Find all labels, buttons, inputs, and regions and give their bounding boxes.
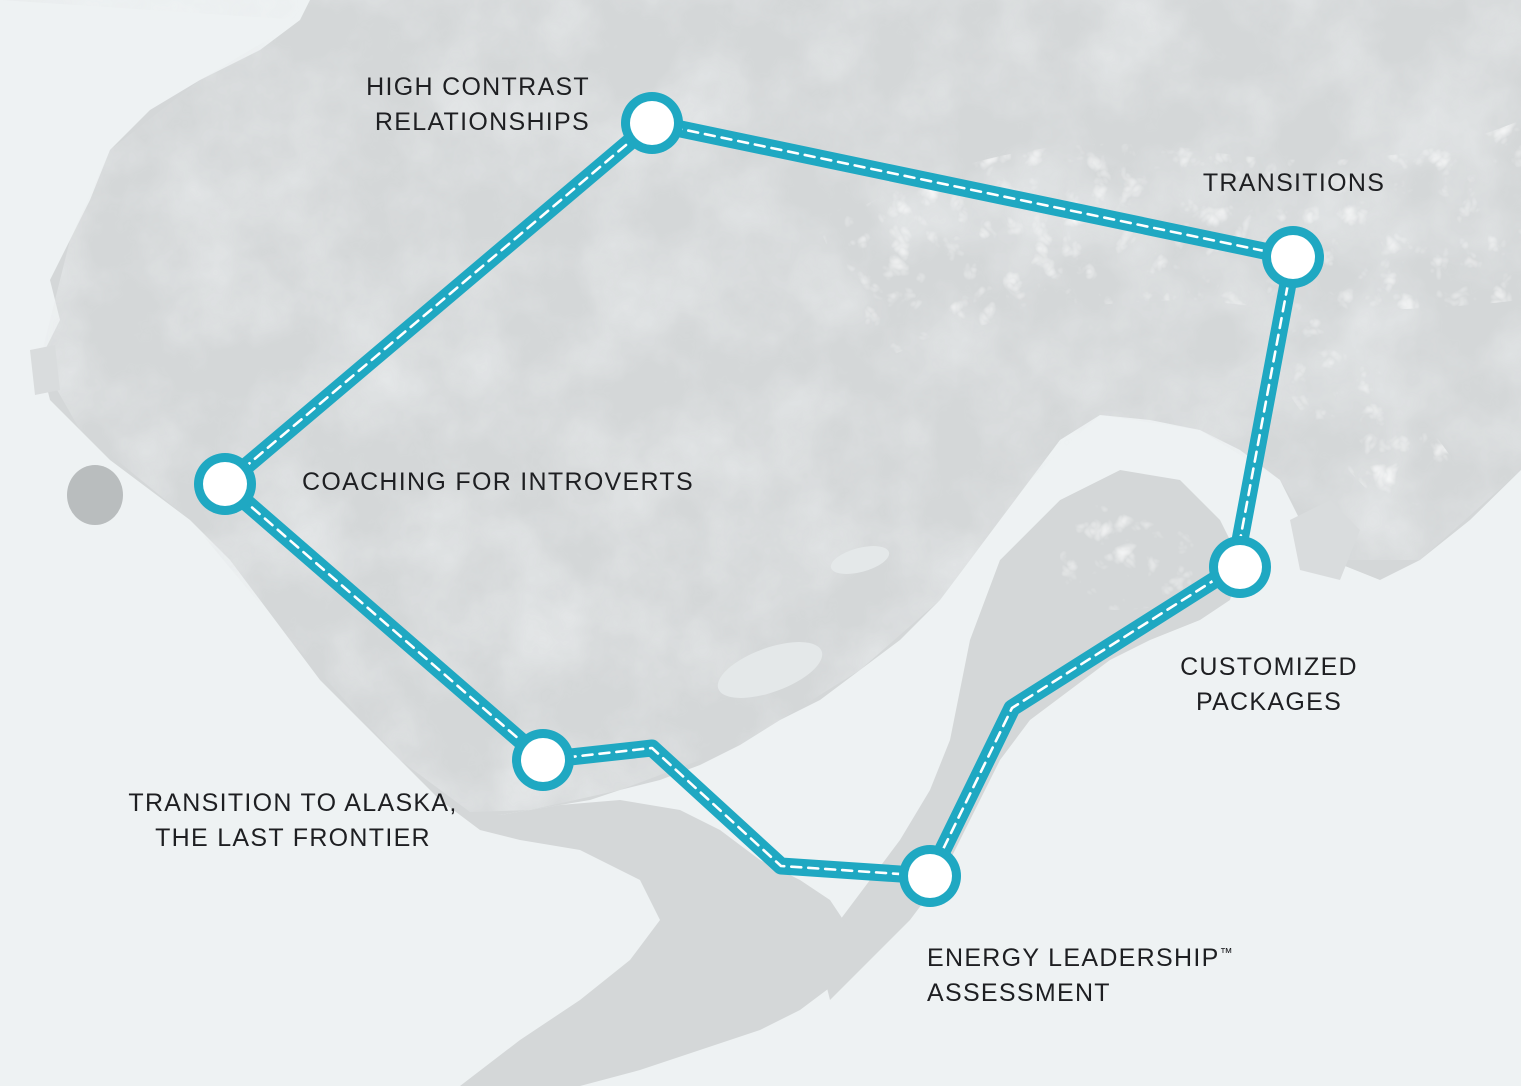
stop-label-line: ENERGY LEADERSHIP™ [927,935,1233,976]
inlet-water [1000,430,1150,560]
lake [67,465,123,525]
stop-label-line: CUSTOMIZED [1180,653,1358,681]
stop-label-line: THE LAST FRONTIER [155,824,431,852]
lake [717,642,823,698]
stop-marker-high-contrast[interactable] [621,92,683,154]
stop-markers [194,92,1324,907]
stop-marker-alaska[interactable] [512,729,574,791]
stop-label-customized[interactable]: CUSTOMIZED PACKAGES [1159,650,1379,720]
stop-marker-coaching[interactable] [194,453,256,515]
island [1290,500,1360,580]
stop-label-line: TRANSITION TO ALASKA, [128,789,458,817]
stop-label-line: RELATIONSHIPS [374,108,590,136]
stop-label-line: ASSESSMENT [927,979,1111,1007]
stop-marker-customized[interactable] [1209,536,1271,598]
stop-label-text: ENERGY LEADERSHIP [927,944,1220,972]
trademark-mark: ™ [1219,945,1233,960]
stop-label-line: COACHING FOR INTROVERTS [302,468,694,496]
route-line [216,114,1302,885]
alaska-peninsula [440,800,850,1086]
stop-label-energy[interactable]: ENERGY LEADERSHIP™ ASSESSMENT [927,935,1233,1011]
stop-label-coaching[interactable]: COACHING FOR INTROVERTS [302,465,694,500]
stop-label-alaska[interactable]: TRANSITION TO ALASKA, THE LAST FRONTIER [128,786,458,856]
stop-label-transitions[interactable]: TRANSITIONS [1190,166,1398,201]
stop-label-line: HIGH CONTRAST [366,73,590,101]
island [30,345,60,395]
lake [830,546,890,574]
stop-marker-transitions[interactable] [1262,226,1324,288]
stop-label-high-contrast[interactable]: HIGH CONTRAST RELATIONSHIPS [366,70,590,140]
stop-marker-energy[interactable] [899,845,961,907]
stop-label-line: TRANSITIONS [1202,169,1386,197]
stop-label-line: PACKAGES [1195,688,1343,716]
